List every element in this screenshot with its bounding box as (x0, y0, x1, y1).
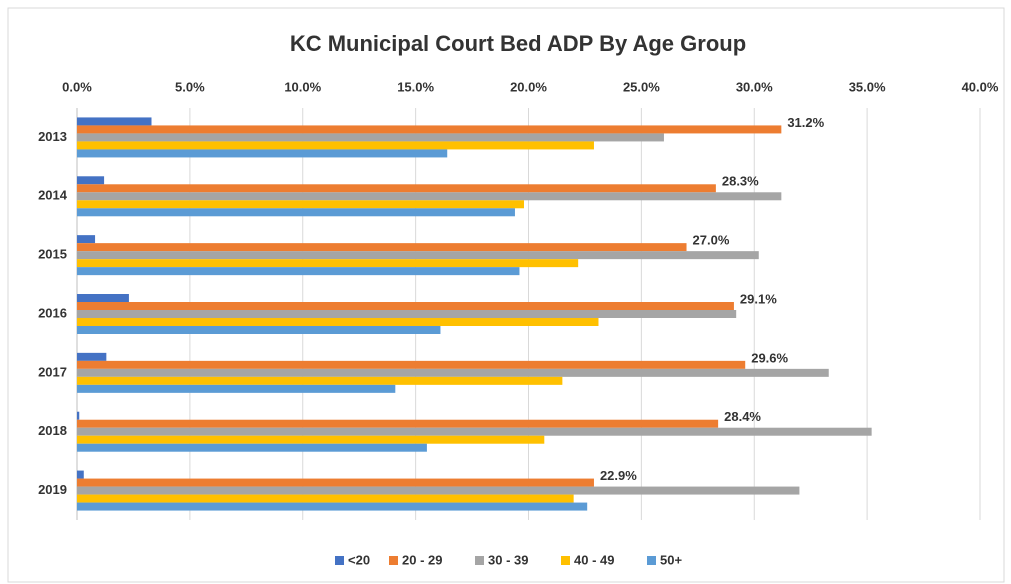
bar (77, 326, 441, 334)
x-tick-label: 30.0% (736, 79, 773, 94)
bar (77, 192, 782, 201)
legend-label: <20 (348, 552, 370, 567)
data-label: 27.0% (693, 233, 730, 248)
bar (77, 360, 746, 369)
data-label: 29.6% (751, 350, 788, 365)
data-label: 22.9% (600, 468, 637, 483)
x-tick-label: 25.0% (623, 79, 660, 94)
x-tick-label: 40.0% (962, 79, 999, 94)
bar (77, 251, 759, 260)
bar (77, 376, 563, 385)
bar (77, 117, 152, 126)
legend-label: 50+ (660, 552, 682, 567)
legend-label: 20 - 29 (402, 552, 442, 567)
y-tick-label: 2013 (38, 129, 67, 144)
bar (77, 443, 427, 452)
bar (77, 243, 687, 252)
data-label: 31.2% (787, 115, 824, 130)
bar (77, 368, 829, 377)
bar (77, 302, 734, 310)
x-tick-label: 5.0% (175, 79, 205, 94)
x-tick-label: 15.0% (397, 79, 434, 94)
bar (77, 419, 719, 428)
bar (77, 200, 524, 209)
y-tick-label: 2016 (38, 305, 67, 320)
bar (77, 208, 515, 217)
x-tick-label: 0.0% (62, 79, 92, 94)
y-tick-label: 2018 (38, 423, 67, 438)
bar (77, 427, 872, 436)
legend-swatch (335, 556, 344, 565)
data-label: 29.1% (740, 291, 777, 306)
bar (77, 478, 594, 487)
legend-swatch (647, 556, 656, 565)
x-tick-label: 35.0% (849, 79, 886, 94)
data-label: 28.4% (724, 409, 761, 424)
bar (77, 384, 396, 393)
bar (77, 259, 579, 268)
bar (77, 125, 782, 134)
legend-swatch (561, 556, 570, 565)
bar (77, 310, 737, 318)
y-tick-label: 2015 (38, 247, 67, 262)
legend-swatch (475, 556, 484, 565)
bar (77, 149, 448, 158)
bar (77, 502, 588, 511)
x-tick-label: 20.0% (510, 79, 547, 94)
bar (77, 133, 664, 142)
legend-swatch (389, 556, 398, 565)
x-tick-label: 10.0% (284, 79, 321, 94)
bar (77, 235, 96, 244)
bar (77, 435, 545, 444)
y-tick-label: 2017 (38, 364, 67, 379)
bar (77, 267, 520, 276)
y-tick-label: 2014 (38, 188, 68, 203)
bar (77, 411, 80, 420)
bar (77, 494, 574, 503)
legend-label: 30 - 39 (488, 552, 528, 567)
bar (77, 470, 84, 479)
legend-label: 40 - 49 (574, 552, 614, 567)
y-tick-label: 2019 (38, 482, 67, 497)
bar (77, 294, 129, 302)
bar (77, 176, 105, 185)
data-label: 28.3% (722, 174, 759, 189)
bar (77, 352, 107, 361)
bar (77, 184, 716, 193)
bar (77, 141, 594, 150)
bar (77, 486, 800, 495)
chart-title: KC Municipal Court Bed ADP By Age Group (290, 31, 746, 56)
bar (77, 318, 599, 326)
